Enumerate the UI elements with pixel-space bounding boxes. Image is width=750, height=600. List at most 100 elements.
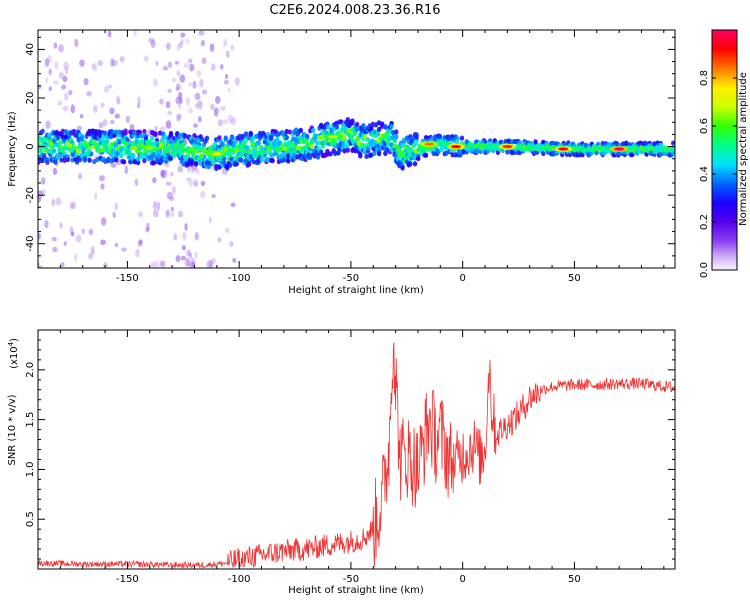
spectrogram-cell [150,135,155,141]
spectrogram-noise-cell [112,212,116,219]
spectrogram-ridge-cell [132,145,137,151]
spectrogram-noise-cell [189,261,196,268]
spectrogram-noise-cell [172,77,176,83]
spectrogram-ridge-cell [341,135,347,140]
spectrogram-noise-cell [114,242,119,248]
spectrogram-noise-cell [179,74,186,83]
spectrogram-noise-cell [157,201,161,211]
spectrogram-ridge-cell [49,141,54,147]
spectrogram-ridge-cell [295,146,301,151]
x-tick-label: 0 [459,574,465,585]
spectrogram-noise-cell [186,96,190,106]
x-tick-label: -150 [116,574,139,585]
spectrogram-cell [87,157,92,163]
spectrogram-cell [311,127,316,134]
spectrogram-cell [257,135,263,141]
spectrogram-frame [37,29,676,269]
spectrogram-cell [304,133,310,139]
spectrogram-cell [459,135,465,141]
spectrogram-cell [354,121,360,128]
spectrogram-noise-cell [209,43,215,52]
spectrogram-ridge-cell [62,145,68,151]
spectrogram-noise-cell [100,102,105,108]
colorbar-ticks: 0.0 0.2 0.4 0.6 0.8 [699,70,737,278]
spectrogram-y-axis: -40 -20 0 20 40 [25,36,675,269]
spectrogram-noise-cell [121,247,127,252]
spectrogram-noise-cell [225,50,230,59]
spectrogram-noise-cell [178,104,182,109]
spectrogram-noise-cell [87,253,94,260]
spectrogram-cell [365,145,371,152]
y-tick-label: -40 [25,236,36,252]
spectrogram-noise-cell [38,232,41,240]
spectrogram-cell [42,152,47,159]
spectrogram-cell [600,140,606,146]
y-tick-label: 1.5 [25,412,36,428]
spectrogram-noise-cell [180,39,184,45]
spectrogram-ridge-cell [236,143,242,149]
spectrogram-noise-cell [165,181,172,186]
colorbar-tick-label: 0.2 [699,214,710,230]
spectrogram-noise-cell [63,241,67,246]
spectrogram-noise-cell [230,202,236,207]
spectrogram-ridge-cell [671,147,675,152]
spectrogram-cell [290,136,296,142]
spectrogram-cluster-core [211,152,222,156]
spectrogram-ridge-cell [94,142,100,148]
spectrogram-noise-cell [185,38,190,44]
spectrogram-ridge-cell [140,143,145,149]
spectrogram-ridge-cell [172,148,178,153]
spectrogram-noise-cell [79,59,85,67]
spectrogram-ridge-cell [239,152,245,158]
spectrogram-ridge-cell [118,147,124,152]
spectrogram-ridge-cell [244,145,250,150]
spectrogram-noise-cell [78,173,82,180]
spectrogram-cell [162,133,167,140]
spectrogram-noise-cell [57,100,63,107]
spectrogram-noise-cell [150,261,155,268]
spectrogram-cluster-core [424,142,435,146]
spectrogram-noise-cell [77,125,82,131]
snr-y-axis: 0.5 1.0 1.5 2.0 [25,339,675,560]
spectrogram-noise-cell [219,64,224,70]
spectrogram-noise-cell [79,114,84,119]
spectrogram-cell [298,127,304,134]
snr-line-trace [38,342,675,569]
spectrogram-cell [139,133,144,139]
spectrogram-ridge-cell [311,136,317,141]
colorbar-label: Normalized spectral amplitude [738,72,749,226]
spectrogram-cell [315,154,321,160]
spectrogram-ridge-cell [75,148,81,154]
spectrogram-ridge-cell [113,142,119,148]
spectrogram-noise-cell [97,60,104,67]
spectrogram-cell [287,129,293,135]
spectrogram-noise-cell [167,88,172,93]
spectrogram-cell [79,136,85,142]
spectrogram-cell [423,152,429,158]
spectrogram-noise-cell [200,39,206,47]
spectrogram-ridge-cell [54,142,60,148]
y-tick-label: 1.0 [25,461,36,477]
spectrogram-noise-cell [139,211,143,218]
spectrogram-noise-cell [175,83,181,91]
spectrogram-noise-cell [188,252,193,259]
spectrogram-noise-cell [217,119,223,127]
y-tick-label: 40 [25,43,36,56]
spectrogram-noise-cell [109,120,115,125]
spectrogram-noise-cell [159,98,164,105]
spectrogram-cell [135,156,141,162]
spectrogram-cell [389,123,394,129]
spectrogram-cell [408,161,413,167]
spectrogram-cell [350,118,355,124]
spectrogram-cell [334,124,340,130]
spectrogram-cell [114,157,119,163]
spectrogram-noise-cell [110,58,115,68]
spectrogram-ridge-cell [247,148,253,154]
spectrogram-ridge-cell [175,141,180,147]
colorbar-tick-label: 0.6 [699,118,710,134]
spectrogram-noise-cell [70,231,75,237]
spectrogram-noise-cell [167,110,173,116]
spectrogram-cell [193,161,199,167]
spectrogram-noise-cell [190,168,195,174]
spectrogram-noise-cell [223,38,228,47]
